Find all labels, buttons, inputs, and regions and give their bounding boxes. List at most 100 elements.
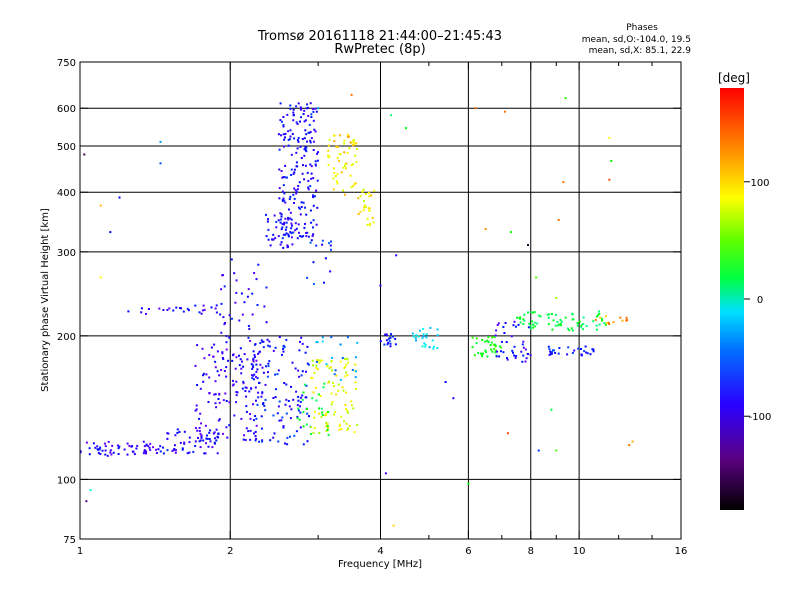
data-point — [264, 398, 267, 401]
data-point — [117, 453, 120, 455]
data-point — [550, 408, 553, 411]
data-point — [166, 437, 169, 440]
data-point — [277, 235, 280, 238]
data-point — [92, 442, 95, 445]
data-point — [278, 187, 281, 190]
data-point — [255, 437, 258, 440]
data-point — [306, 362, 309, 365]
data-point — [331, 356, 334, 359]
data-point — [363, 200, 365, 203]
data-point — [282, 116, 285, 118]
data-point — [205, 373, 208, 376]
data-point — [604, 323, 607, 326]
data-point — [222, 399, 225, 402]
data-point — [373, 189, 376, 192]
data-point — [473, 354, 476, 357]
data-point — [238, 364, 241, 367]
data-point — [208, 431, 211, 434]
data-point — [268, 340, 271, 343]
data-point — [582, 323, 585, 325]
data-point — [363, 206, 366, 209]
data-point — [306, 140, 308, 143]
data-point — [304, 223, 306, 225]
data-point — [312, 226, 314, 229]
data-point — [309, 102, 312, 105]
data-point — [328, 367, 331, 370]
data-point — [282, 233, 285, 236]
data-point — [577, 347, 580, 350]
data-point — [265, 365, 267, 368]
data-point — [283, 145, 285, 148]
data-point — [155, 452, 158, 454]
data-point — [314, 130, 317, 133]
data-point — [368, 195, 371, 198]
data-point — [452, 397, 455, 400]
data-point — [217, 432, 220, 435]
data-point — [300, 374, 303, 377]
data-point — [198, 417, 201, 420]
data-point — [334, 369, 337, 372]
data-point — [280, 215, 283, 218]
data-point — [218, 401, 221, 404]
data-point — [328, 138, 331, 141]
data-point — [417, 335, 420, 338]
data-point — [296, 188, 299, 191]
data-point — [279, 218, 282, 221]
data-point — [557, 218, 560, 221]
data-point — [344, 404, 347, 406]
data-point — [341, 386, 344, 389]
data-point — [486, 339, 489, 342]
data-point — [551, 313, 553, 315]
data-point — [548, 348, 551, 351]
data-point — [319, 395, 322, 397]
data-point — [286, 436, 289, 439]
data-point — [592, 320, 595, 323]
data-point — [353, 143, 356, 146]
data-point — [175, 306, 178, 309]
data-point — [552, 319, 555, 322]
data-point — [370, 194, 373, 197]
data-point — [253, 373, 256, 376]
data-point — [498, 355, 501, 358]
data-points — [80, 93, 634, 527]
data-point — [287, 235, 290, 238]
data-point — [194, 427, 197, 429]
data-point — [353, 139, 356, 141]
data-point — [331, 401, 334, 403]
data-point — [555, 449, 558, 452]
data-point — [287, 218, 290, 221]
data-point — [475, 337, 478, 340]
data-point — [312, 233, 315, 236]
data-point — [312, 261, 315, 264]
data-point — [371, 216, 374, 219]
data-point — [213, 441, 216, 444]
data-point — [503, 110, 506, 113]
data-point — [490, 348, 493, 351]
data-point — [333, 134, 336, 137]
data-point — [384, 472, 387, 475]
data-point — [293, 434, 296, 437]
data-point — [101, 449, 104, 452]
data-point — [514, 356, 517, 359]
data-point — [321, 340, 324, 343]
data-point — [422, 333, 425, 336]
data-point — [388, 340, 391, 343]
data-point — [522, 340, 525, 343]
data-point — [283, 192, 286, 195]
data-point — [215, 439, 218, 442]
data-point — [275, 226, 278, 229]
data-point — [352, 163, 354, 166]
data-point — [355, 370, 357, 373]
y-tick-label: 500 — [57, 142, 76, 153]
data-point — [315, 360, 318, 363]
data-point — [94, 446, 97, 449]
data-point — [231, 384, 234, 387]
data-point — [619, 316, 622, 319]
data-point — [136, 444, 139, 447]
data-point — [261, 366, 264, 369]
data-point — [214, 380, 217, 383]
data-point — [332, 167, 335, 170]
data-point — [297, 409, 300, 412]
data-point — [312, 283, 315, 285]
data-point — [316, 206, 319, 209]
